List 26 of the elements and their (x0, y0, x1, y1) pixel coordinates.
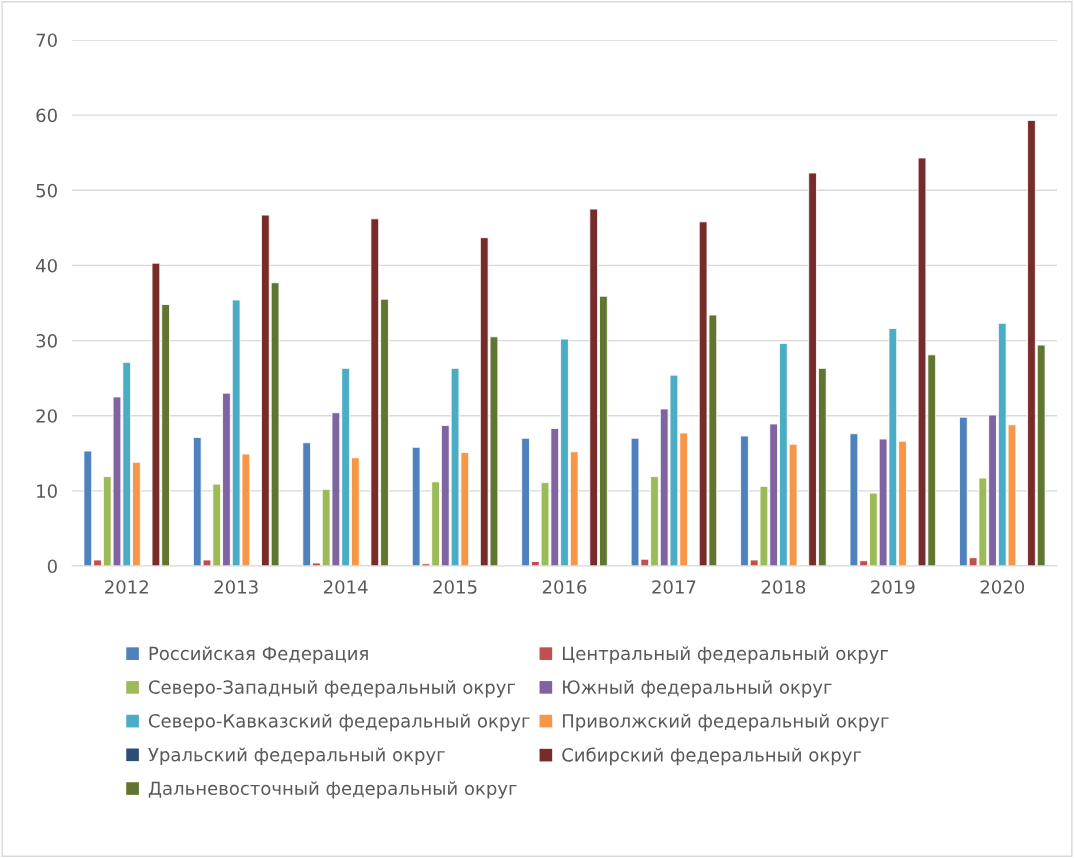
x-tick-label: 2018 (761, 580, 806, 594)
y-tick-label: 60 (36, 108, 57, 123)
y-tick-label: 20 (36, 409, 57, 423)
x-tick-label: 2012 (105, 580, 148, 594)
x-tick-label: 2014 (323, 580, 368, 594)
x-tick-label: 2013 (214, 580, 258, 594)
legend-label: Дальневосточный федеральный округ (148, 781, 517, 799)
legend-label: Южный федеральный округ (563, 680, 832, 698)
legend-label: Центральный федеральный округ (562, 646, 888, 664)
y-tick-label: 70 (36, 33, 57, 48)
x-tick-label: 2016 (542, 580, 587, 594)
legend-label: Северо-Западный федеральный округ (148, 680, 516, 698)
x-tick-label: 2015 (433, 580, 477, 594)
y-tick-label: 50 (36, 183, 57, 198)
legend-label: Северо-Кавказский федеральный округ (148, 713, 530, 732)
y-tick-label: 40 (36, 258, 57, 273)
y-tick-label: 0 (47, 559, 57, 574)
legend-label: Сибирский федеральный округ (562, 747, 862, 766)
y-tick-label: 10 (37, 484, 57, 498)
legend-label: Российская Федерация (149, 646, 368, 664)
x-tick-label: 2017 (652, 580, 696, 594)
y-tick-label: 30 (36, 334, 57, 348)
legend-label: Приволжский федеральный округ (562, 713, 889, 732)
x-tick-label: 2020 (980, 580, 1025, 594)
legend-label: Уральский федеральный округ (148, 747, 445, 765)
x-tick-label: 2019 (871, 580, 915, 594)
